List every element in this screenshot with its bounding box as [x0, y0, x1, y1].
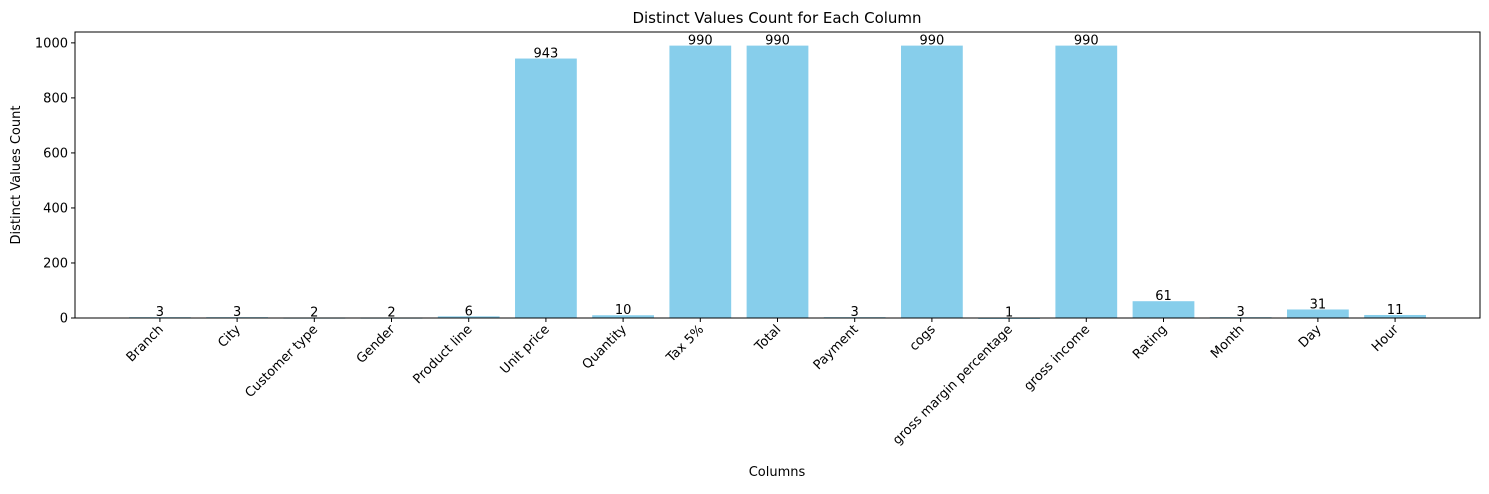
y-tick-label-5: 1000 [35, 36, 68, 51]
data-label-15: 31 [1310, 297, 1327, 312]
bar-4 [437, 316, 500, 318]
data-label-5: 943 [533, 47, 558, 62]
data-label-10: 990 [919, 34, 944, 49]
plot-frame [74, 31, 1481, 319]
data-label-9: 3 [851, 305, 859, 320]
data-label-14: 3 [1237, 305, 1245, 320]
bar-5 [515, 58, 577, 319]
bars-layer [129, 45, 1426, 319]
x-tick-label-0: Branch [124, 322, 167, 365]
x-tick-label-9: Payment [811, 322, 862, 373]
data-label-11: 1 [1005, 306, 1013, 321]
x-tick-label-8: Total [752, 322, 785, 355]
chart-title: Distinct Values Count for Each Column [632, 9, 921, 27]
data-label-7: 990 [688, 34, 713, 49]
x-tick-label-5: Unit price [498, 322, 553, 377]
bar-13 [1132, 301, 1195, 318]
bar-16 [1364, 314, 1426, 318]
bar-10 [901, 45, 963, 318]
y-tick-label-2: 400 [43, 201, 68, 216]
x-tick-label-16: Hour [1369, 322, 1402, 355]
bar-6 [592, 315, 654, 318]
data-label-4: 6 [465, 304, 473, 319]
data-label-2: 2 [310, 305, 318, 320]
x-tick-label-1: City [215, 322, 244, 351]
x-tick-label-15: Day [1296, 322, 1325, 351]
y-tick-label-3: 600 [43, 146, 68, 161]
y-tick-label-4: 800 [43, 91, 68, 106]
bar-7 [669, 45, 732, 318]
x-tick-label-10: cogs [907, 322, 939, 354]
y-tick-label-1: 200 [43, 256, 68, 271]
x-tick-label-3: Gender [354, 322, 399, 367]
x-tick-label-2: Customer type [242, 322, 321, 401]
x-tick-label-14: Month [1208, 322, 1247, 361]
bar-12 [1055, 45, 1118, 318]
y-tick-label-0: 0 [60, 312, 68, 327]
data-label-12: 990 [1074, 34, 1099, 49]
y-axis: 0 200 400 600 800 1000 [35, 36, 75, 327]
data-label-8: 990 [765, 34, 790, 49]
data-label-16: 11 [1387, 303, 1404, 318]
x-tick-label-4: Product line [411, 322, 476, 387]
data-label-13: 61 [1155, 289, 1172, 304]
data-label-3: 2 [387, 305, 395, 320]
x-tick-label-6: Quantity [580, 322, 631, 373]
y-axis-title: Distinct Values Count [9, 106, 24, 245]
x-tick-label-7: Tax 5% [663, 322, 707, 366]
data-label-6: 10 [615, 303, 632, 318]
bar-8 [746, 45, 809, 318]
data-label-1: 3 [233, 305, 241, 320]
bar-15 [1287, 309, 1349, 318]
data-label-0: 3 [156, 305, 164, 320]
data-labels-layer: 3 3 2 2 6 943 10 990 990 3 990 1 990 61 3 31 11 [156, 34, 1404, 321]
x-axis-title: Columns [749, 465, 806, 480]
x-tick-label-13: Rating [1130, 322, 1170, 362]
x-tick-label-12: gross income [1021, 322, 1093, 394]
